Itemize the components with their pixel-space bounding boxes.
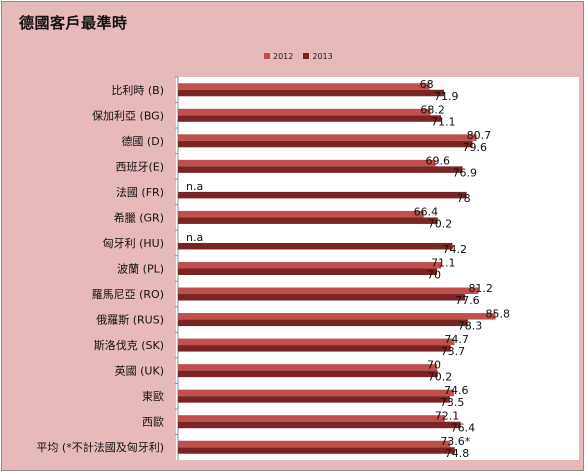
legend-item-2013: 2013	[303, 51, 333, 61]
legend-swatch-2012	[264, 53, 270, 59]
category-label: 西歐	[142, 415, 164, 429]
bar-2013	[178, 294, 466, 301]
bar-2013	[178, 217, 438, 224]
category-label: 希臘 (GR)	[114, 210, 164, 224]
bar-2013	[178, 421, 461, 429]
data-label-2013: 74.2	[443, 243, 468, 256]
category-label: 保加利亞 (BG)	[92, 108, 164, 122]
category-label: 法國 (FR)	[116, 185, 164, 199]
data-label-2013: 73.7	[441, 345, 466, 358]
bar-2013	[178, 140, 473, 148]
bar-2013	[178, 191, 467, 199]
legend-swatch-2013	[303, 53, 310, 59]
bar-2012	[178, 415, 445, 422]
bar-2013	[178, 345, 451, 352]
bar-2012	[178, 389, 455, 397]
data-label-2013: 79.6	[463, 141, 488, 154]
bar-2013	[178, 115, 442, 122]
category-label: 匈牙利 (HU)	[103, 236, 164, 250]
bar-2013	[178, 396, 450, 403]
data-label-2013: 70	[427, 269, 441, 282]
category-label: 羅馬尼亞 (RO)	[92, 288, 164, 301]
category-label: 俄羅斯 (RUS)	[96, 314, 164, 327]
legend: 2012 2013	[264, 50, 343, 62]
bar-2013	[178, 447, 455, 454]
data-label-2013: 70.2	[428, 217, 453, 230]
category-label: 平均 (*不計法國及匈牙利)	[36, 440, 164, 454]
data-label-2012: 81.2	[468, 282, 493, 295]
legend-label-2013: 2013	[312, 51, 333, 61]
data-label-2012: 68	[420, 78, 434, 91]
data-label-2012: 68.2	[420, 103, 445, 116]
bar-2012	[178, 83, 430, 90]
category-label: 西班牙(E)	[115, 160, 164, 173]
data-label-2013: 71.9	[434, 90, 459, 103]
bar-2013	[178, 89, 445, 97]
data-label-2012: 80.7	[467, 129, 492, 142]
data-label-2013: 78.3	[458, 320, 483, 333]
category-label: 比利時 (B)	[111, 84, 164, 97]
data-label-2012: 74.6	[444, 384, 469, 397]
bar-2012	[178, 134, 477, 141]
data-label-2013: 70.2	[428, 371, 453, 384]
data-label-2012: n.a	[186, 180, 203, 193]
bar-2013	[178, 319, 468, 327]
bar-2013	[178, 268, 437, 275]
data-label-2012: 72.1	[435, 410, 460, 423]
bar-2013	[178, 242, 453, 250]
bar-2012	[178, 262, 442, 269]
bar-2012	[178, 313, 496, 320]
bar-2012	[178, 364, 437, 371]
data-label-2013: 74.8	[445, 447, 470, 460]
bar-2012	[178, 108, 431, 116]
data-label-2012: 66.4	[414, 205, 439, 218]
data-label-2012: n.a	[186, 231, 203, 244]
category-label: 斯洛伐克 (SK)	[94, 338, 164, 352]
bar-2012	[178, 287, 479, 295]
data-label-2012: 69.6	[426, 154, 451, 167]
bar-2013	[178, 166, 463, 173]
bar-2012	[178, 159, 436, 167]
bar-2012	[178, 210, 424, 218]
data-label-2013: 78	[457, 192, 471, 205]
data-label-2012: 74.7	[444, 333, 469, 346]
category-label: 波蘭 (PL)	[117, 263, 164, 276]
bar-2012	[178, 440, 451, 448]
chart-title: 德國客戶最準時	[19, 14, 128, 32]
category-label: 東歐	[142, 389, 164, 403]
bar-2013	[178, 370, 438, 378]
legend-label-2012: 2012	[273, 51, 294, 61]
category-label: 英國 (UK)	[115, 364, 164, 378]
legend-item-2012: 2012	[264, 52, 293, 61]
category-label: 德國 (D)	[121, 134, 164, 148]
data-label-2012: 70	[427, 359, 441, 372]
data-label-2013: 76.4	[451, 422, 476, 435]
data-label-2012: 73.6*	[440, 435, 470, 448]
data-label-2013: 71.1	[431, 115, 456, 128]
data-label-2013: 76.9	[453, 166, 478, 179]
data-label-2012: 71.1	[431, 257, 456, 270]
data-label-2013: 73.5	[440, 396, 465, 409]
bar-2012	[178, 338, 455, 346]
data-label-2013: 77.6	[455, 294, 480, 307]
data-label-2012: 85.8	[485, 308, 510, 321]
